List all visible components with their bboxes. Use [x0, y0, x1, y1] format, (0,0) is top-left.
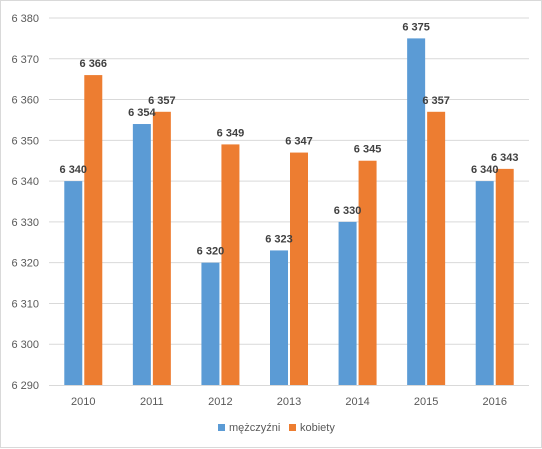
data-label: 6 343	[491, 152, 519, 164]
y-tick-label: 6 350	[11, 135, 39, 147]
x-axis: 2010 2011 2012 2013 2014 2015 2016	[49, 385, 529, 408]
y-tick-label: 6 290	[11, 380, 39, 392]
y-axis: 6 290 6 300 6 310 6 320 6 330 6 340 6 350 6 360…	[11, 13, 39, 392]
x-tick-label: 2016	[482, 396, 506, 408]
data-label: 6 340	[60, 164, 88, 176]
y-tick-label: 6 360	[11, 95, 39, 107]
x-tick-label: 2014	[345, 396, 369, 408]
data-label: 6 357	[422, 95, 450, 107]
data-label: 6 349	[217, 127, 245, 139]
data-label: 6 357	[148, 95, 176, 107]
data-label: 6 345	[354, 144, 382, 156]
legend: mężczyźni kobiety	[218, 422, 335, 434]
data-label: 6 323	[265, 233, 293, 245]
legend-swatch	[218, 424, 225, 431]
data-label: 6 375	[402, 21, 430, 33]
data-label: 6 347	[285, 136, 313, 148]
bar-men-2010	[64, 181, 83, 385]
bar-men-2016	[475, 181, 494, 385]
bar-women-2010	[84, 75, 103, 385]
bar-women-2013	[290, 152, 308, 385]
legend-swatch	[289, 424, 296, 431]
bars	[64, 38, 514, 386]
bar-men-2011	[132, 124, 151, 386]
x-tick-label: 2015	[414, 396, 438, 408]
y-tick-label: 6 380	[11, 13, 39, 25]
bar-women-2012	[221, 144, 240, 385]
bar-men-2013	[270, 250, 288, 385]
y-tick-label: 6 320	[11, 258, 39, 270]
y-tick-label: 6 370	[11, 54, 39, 66]
legend-label: mężczyźni	[229, 422, 280, 434]
x-tick-label: 2012	[208, 396, 232, 408]
data-labels: 6 340 6 354 6 320 6 323 6 330 6 375 6 340 6 366…	[60, 21, 519, 257]
y-tick-label: 6 330	[11, 217, 39, 229]
bar-women-2011	[152, 111, 171, 386]
x-tick-label: 2010	[71, 396, 95, 408]
bar-men-2012	[201, 262, 220, 385]
data-label: 6 366	[80, 58, 108, 70]
data-label: 6 330	[334, 205, 362, 217]
gridlines	[49, 17, 529, 345]
legend-label: kobiety	[300, 422, 335, 434]
y-tick-label: 6 310	[11, 298, 39, 310]
y-tick-label: 6 340	[11, 176, 39, 188]
bar-women-2016	[495, 168, 514, 385]
x-tick-label: 2013	[277, 396, 301, 408]
bar-men-2015	[407, 38, 426, 386]
bar-women-2015	[427, 111, 446, 386]
bar-men-2014	[338, 221, 357, 385]
bar-women-2014	[358, 160, 377, 385]
y-tick-label: 6 300	[11, 339, 39, 351]
data-label: 6 340	[471, 164, 499, 176]
data-label: 6 320	[197, 246, 225, 258]
x-tick-label: 2011	[140, 396, 164, 408]
data-label: 6 354	[128, 107, 156, 119]
